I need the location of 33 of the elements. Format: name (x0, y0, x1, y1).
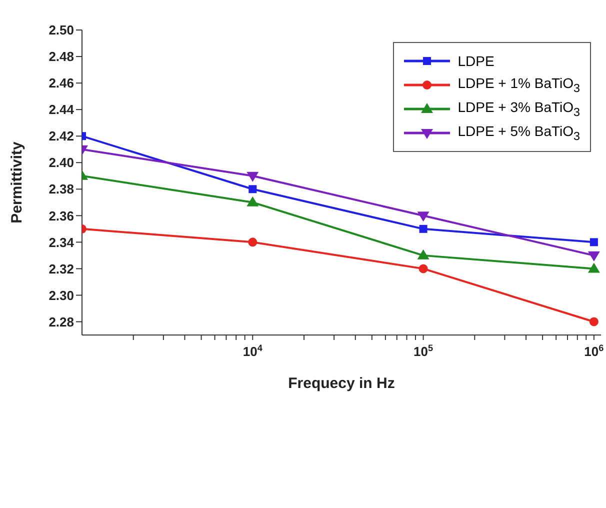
legend-label: LDPE + 5% BaTiO$_{3}$ (458, 123, 580, 143)
y-tick-label: 2.48 (48, 49, 74, 64)
point (588, 251, 600, 262)
x-tick-label: 10$^{6}$ (584, 343, 604, 359)
y-tick-label: 2.44 (48, 102, 75, 118)
point (588, 262, 600, 273)
y-tick-label: 2.34 (48, 234, 75, 250)
y-tick-label: 2.40 (48, 155, 74, 170)
point (589, 317, 598, 326)
point (590, 238, 598, 246)
point (246, 196, 259, 206)
x-tick-label: 10$^{5}$ (414, 343, 434, 359)
y-tick-label: 2.36 (48, 208, 74, 224)
legend-label: LDPE (458, 53, 494, 69)
y-tick-label: 2.38 (48, 182, 74, 197)
y-tick-label: 2.50 (48, 22, 74, 38)
y-tick-label: 2.28 (48, 314, 74, 330)
y-tick-label: 2.32 (48, 261, 74, 276)
x-axis-title: Frequecy in Hz (288, 375, 395, 392)
point (417, 212, 430, 222)
y-axis-title: Permittivity (8, 141, 26, 224)
y-tick-label: 2.42 (48, 128, 74, 144)
point (248, 185, 257, 194)
legend-label: LDPE + 3% BaTiO$_{3}$ (458, 99, 580, 119)
x-tick-label: 10$^{4}$ (242, 343, 264, 359)
point (246, 172, 259, 182)
y-tick-label: 2.30 (48, 288, 74, 303)
point (418, 264, 428, 274)
point (417, 249, 430, 260)
legend-label: LDPE + 1% BaTiO$_{3}$ (458, 75, 580, 95)
point (419, 224, 428, 233)
point (248, 238, 258, 247)
y-tick-label: 2.46 (48, 76, 74, 91)
